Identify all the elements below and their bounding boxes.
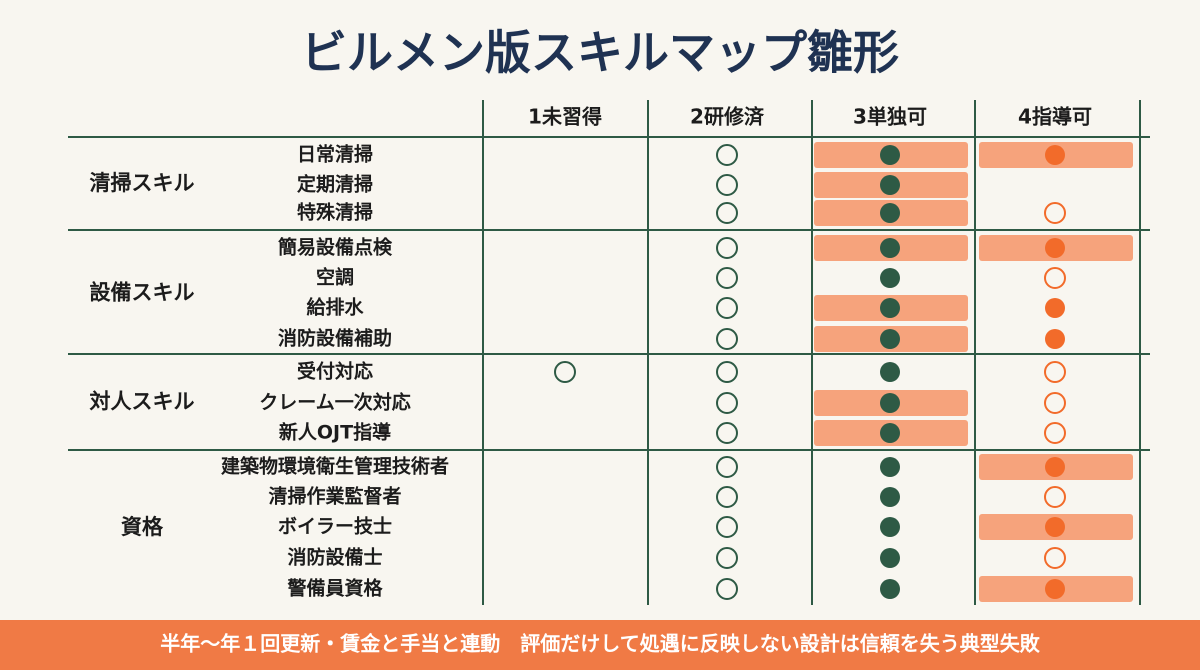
filled-mark: [1045, 457, 1065, 477]
filled-mark: [880, 175, 900, 195]
open-mark: [1044, 202, 1066, 224]
open-mark: [716, 328, 738, 350]
filled-mark: [880, 579, 900, 599]
open-mark: [716, 361, 738, 383]
filled-mark: [1045, 298, 1065, 318]
filled-mark: [1045, 517, 1065, 537]
open-mark: [716, 456, 738, 478]
skill-label: 新人OJT指導: [279, 421, 391, 444]
skill-label: 定期清掃: [297, 173, 373, 196]
open-mark: [716, 297, 738, 319]
open-mark: [716, 578, 738, 600]
open-mark: [1044, 422, 1066, 444]
group-label: 清掃スキル: [90, 171, 195, 195]
filled-mark: [880, 268, 900, 288]
filled-mark: [880, 517, 900, 537]
open-mark: [716, 486, 738, 508]
filled-mark: [880, 487, 900, 507]
footer-bar: [0, 620, 1200, 670]
filled-mark: [1045, 579, 1065, 599]
filled-mark: [880, 393, 900, 413]
filled-mark: [880, 298, 900, 318]
filled-mark: [880, 362, 900, 382]
title: ビルメン版スキルマップ雛形: [301, 26, 899, 80]
column-header: 3単独可: [853, 105, 927, 129]
open-mark: [716, 392, 738, 414]
filled-mark: [880, 203, 900, 223]
skill-label: 空調: [316, 266, 354, 289]
filled-mark: [880, 238, 900, 258]
skill-label: クレーム一次対応: [259, 391, 410, 414]
open-mark: [716, 422, 738, 444]
skill-label: 簡易設備点検: [278, 236, 393, 259]
skill-label: 給排水: [306, 296, 364, 319]
filled-mark: [1045, 238, 1065, 258]
filled-mark: [880, 145, 900, 165]
column-header: 1未習得: [528, 105, 602, 129]
filled-mark: [1045, 329, 1065, 349]
skill-label: 建築物環境衛生管理技術者: [221, 455, 449, 478]
filled-mark: [880, 423, 900, 443]
filled-mark: [880, 548, 900, 568]
skill-label: 受付対応: [297, 360, 373, 383]
open-mark: [1044, 486, 1066, 508]
group-label: 対人スキル: [90, 390, 195, 414]
filled-mark: [880, 329, 900, 349]
column-header: 4指導可: [1018, 105, 1092, 129]
footer-text: 半年〜年１回更新・賃金と手当と連動 評価だけして処遇に反映しない設計は信頼を失う…: [160, 632, 1040, 656]
open-mark: [716, 174, 738, 196]
open-mark: [554, 361, 576, 383]
open-mark: [1044, 547, 1066, 569]
column-header: 2研修済: [690, 105, 765, 129]
skill-label: 清掃作業監督者: [268, 485, 401, 508]
group-label: 資格: [121, 515, 164, 539]
open-mark: [716, 144, 738, 166]
group-label: 設備スキル: [90, 281, 195, 305]
open-mark: [1044, 361, 1066, 383]
open-mark: [716, 516, 738, 538]
skill-label: 日常清掃: [297, 143, 373, 166]
skill-label: ボイラー技士: [278, 515, 392, 538]
open-mark: [716, 267, 738, 289]
skill-label: 消防設備補助: [278, 327, 392, 350]
table-grid: [68, 100, 1150, 605]
skill-label: 警備員資格: [287, 577, 383, 600]
filled-mark: [1045, 145, 1065, 165]
skill-label: 特殊清掃: [297, 201, 373, 224]
open-mark: [1044, 392, 1066, 414]
filled-mark: [880, 457, 900, 477]
skill-label: 消防設備士: [287, 546, 382, 569]
open-mark: [716, 547, 738, 569]
open-mark: [716, 202, 738, 224]
open-mark: [1044, 267, 1066, 289]
open-mark: [716, 237, 738, 259]
